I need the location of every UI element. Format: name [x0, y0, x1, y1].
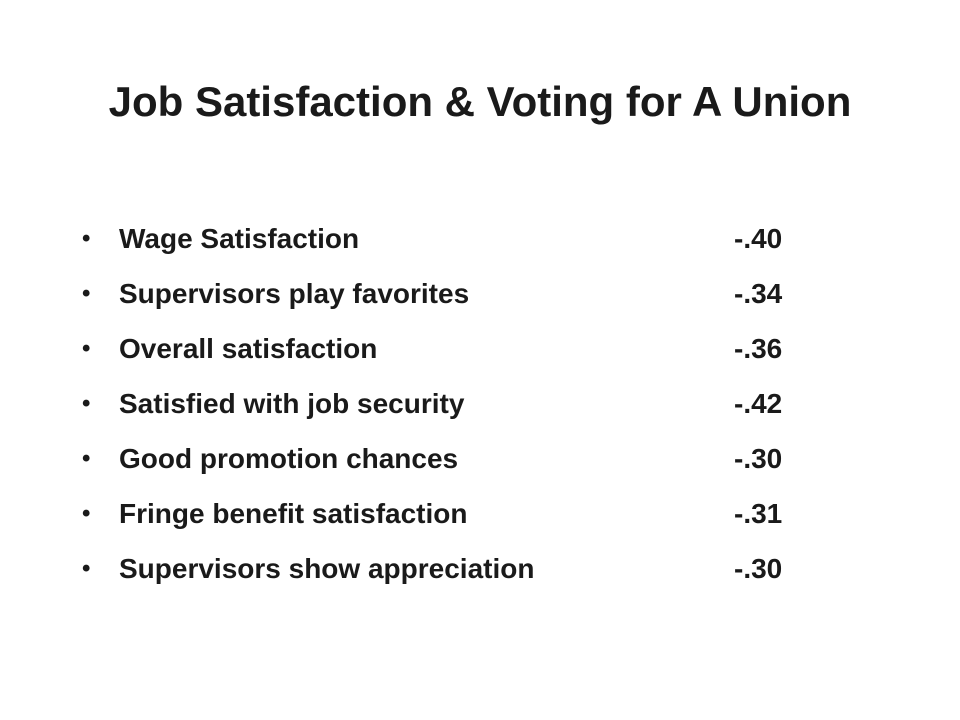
item-label: Overall satisfaction: [119, 333, 378, 364]
item-label: Wage Satisfaction: [119, 223, 360, 254]
item-label: Fringe benefit satisfaction: [119, 498, 468, 529]
list-item: • Overall satisfaction -.36: [82, 327, 882, 382]
item-label: Supervisors show appreciation: [119, 553, 535, 584]
bullet-icon: •: [82, 335, 91, 362]
item-value: -.31: [734, 498, 783, 529]
item-label: Supervisors play favorites: [119, 278, 470, 309]
bullet-icon: •: [82, 445, 91, 472]
list-item: • Good promotion chances -.30: [82, 437, 882, 492]
list-item: • Fringe benefit satisfaction -.31: [82, 492, 882, 547]
list-item: • Supervisors play favorites -.34: [82, 272, 882, 327]
item-value: -.40: [734, 223, 783, 254]
item-value: -.30: [734, 553, 783, 584]
item-value: -.34: [734, 278, 783, 309]
bullet-icon: •: [82, 390, 91, 417]
list-item: • Satisfied with job security -.42: [82, 382, 882, 437]
bullet-icon: •: [82, 225, 91, 252]
item-value: -.42: [734, 388, 783, 419]
list-item: • Supervisors show appreciation -.30: [82, 547, 882, 602]
bullet-icon: •: [82, 555, 91, 582]
item-value: -.30: [734, 443, 783, 474]
list-item: • Wage Satisfaction -.40: [82, 217, 882, 272]
item-label: Good promotion chances: [119, 443, 459, 474]
item-label: Satisfied with job security: [119, 388, 465, 419]
bullet-list: • Wage Satisfaction -.40 • Supervisors p…: [82, 217, 882, 602]
bullet-icon: •: [82, 500, 91, 527]
slide-title: Job Satisfaction & Voting for A Union: [108, 78, 852, 125]
item-value: -.36: [734, 333, 783, 364]
bullet-icon: •: [82, 280, 91, 307]
